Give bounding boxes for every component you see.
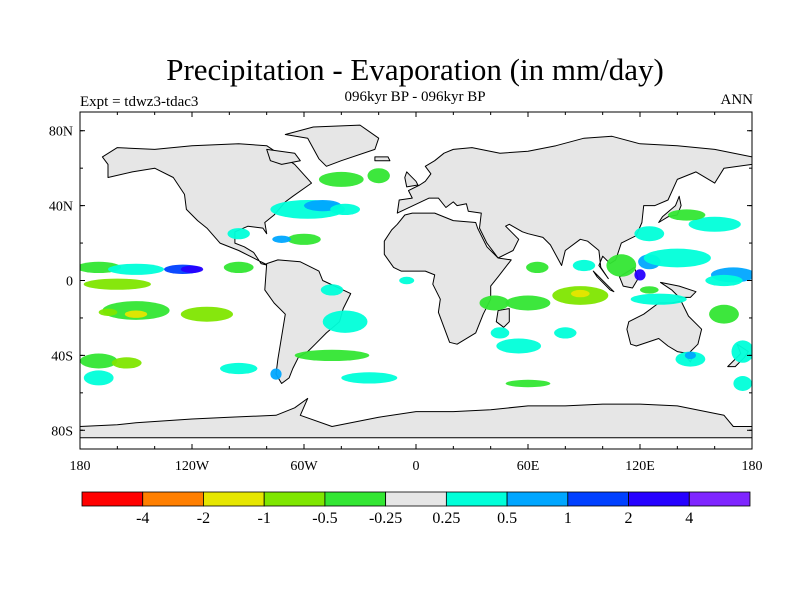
anomaly-region — [272, 235, 291, 243]
anomaly-region — [80, 353, 118, 369]
land-layer — [80, 124, 752, 439]
anomaly-region — [320, 284, 344, 296]
colorbar-label: -4 — [136, 510, 149, 527]
colorbar-label: -2 — [197, 510, 210, 527]
anomaly-region — [490, 327, 510, 339]
colorbar-swatch — [628, 491, 690, 507]
anomaly-region — [643, 248, 711, 268]
map-title: Precipitation - Evaporation (in mm/day) — [166, 52, 664, 87]
anomaly-region — [223, 261, 254, 273]
africa-landmass — [383, 212, 512, 345]
anomaly-region — [688, 216, 741, 232]
colorbar-label: -0.25 — [369, 510, 402, 527]
anomaly-region — [496, 338, 542, 354]
colorbar-swatch — [81, 491, 144, 507]
anomaly-region — [640, 286, 659, 294]
anomaly-region — [83, 278, 151, 290]
anomaly-region — [227, 228, 250, 240]
anomaly-region — [108, 263, 164, 275]
colorbar-swatch — [445, 491, 508, 507]
anomaly-region — [634, 269, 646, 281]
colorbar: -4 -2 -1 -0.5 -0.25 0.25 0.5 1 2 4 — [81, 491, 751, 527]
colorbar-label: 2 — [625, 510, 633, 527]
anomaly-region — [630, 293, 687, 305]
colorbar-swatch — [324, 491, 387, 507]
colorbar-swatch — [203, 491, 265, 507]
anomaly-region — [180, 306, 233, 322]
anomaly-region — [705, 274, 743, 287]
x-tick-label: 120W — [175, 459, 210, 474]
map-subtitle: 096kyr BP - 096kyr BP — [344, 89, 486, 105]
anomaly-region — [270, 368, 282, 380]
colorbar-label: -1 — [258, 510, 271, 527]
season-label: ANN — [720, 92, 754, 108]
baffin-landmass — [266, 148, 301, 165]
anomaly-region — [505, 379, 551, 388]
colorbar-swatch — [688, 491, 751, 507]
anomaly-region — [322, 310, 368, 333]
x-tick-label: 60W — [290, 459, 318, 474]
anomaly-region — [668, 209, 706, 221]
y-tick-label: 80N — [49, 125, 73, 140]
anomaly-region — [526, 261, 549, 273]
anomaly-region — [731, 340, 752, 363]
anomaly-region — [709, 304, 739, 324]
colorbar-swatch — [263, 491, 326, 507]
anomaly-region — [111, 357, 142, 369]
uk-landmass — [404, 171, 419, 188]
new-guinea-landmass — [660, 281, 697, 298]
anomaly-region — [572, 259, 596, 272]
anomaly-region — [102, 301, 170, 320]
y-tick-label: 40N — [49, 200, 73, 215]
anomaly-region — [341, 372, 398, 384]
anomaly-region — [318, 171, 364, 187]
colorbar-label: 0.25 — [432, 510, 460, 527]
colorbar-label: 1 — [564, 510, 572, 527]
anomaly-region — [220, 362, 258, 375]
colorbar-swatch — [385, 491, 447, 507]
anomaly-region — [294, 349, 370, 361]
iceland-landmass — [374, 156, 391, 162]
axis-ticks: 180 120W 60W 0 60E 120E 180 80N 40N 0 40S 80S — [49, 112, 763, 474]
anomaly-region — [505, 295, 551, 311]
x-tick-label: 0 — [413, 459, 420, 474]
x-tick-label: 180 — [70, 459, 91, 474]
anomaly-region — [124, 310, 148, 318]
anomaly-region — [606, 254, 637, 277]
anomaly-region — [675, 351, 706, 367]
anomaly-layer — [80, 168, 752, 391]
y-tick-label: 40S — [51, 349, 73, 364]
experiment-label: Expt = tdwz3-tdac3 — [80, 94, 199, 110]
anomaly-region — [684, 351, 697, 360]
y-tick-label: 0 — [66, 275, 73, 290]
anomaly-region — [330, 203, 360, 215]
x-tick-label: 180 — [742, 459, 763, 474]
colorbar-swatch — [506, 491, 569, 507]
anomaly-region — [479, 295, 510, 311]
anomaly-region — [98, 308, 118, 316]
x-tick-label: 60E — [517, 459, 540, 474]
greenland-landmass — [284, 124, 380, 167]
madagascar-landmass — [495, 308, 510, 328]
anomaly-region — [571, 289, 590, 298]
sumatra-landmass — [592, 270, 615, 293]
anomaly-region — [399, 276, 415, 285]
anomaly-region — [287, 233, 321, 245]
colorbar-label: -0.5 — [312, 510, 337, 527]
colorbar-swatch — [142, 491, 204, 507]
colorbar-label: 0.5 — [497, 510, 517, 527]
x-tick-label: 120E — [625, 459, 655, 474]
anomaly-region — [367, 168, 390, 184]
eurasia-landmass — [396, 135, 752, 280]
anomaly-region — [83, 370, 114, 386]
colorbar-label: 4 — [685, 510, 693, 527]
antarctica-landmass — [80, 397, 752, 439]
colorbar-swatch — [567, 491, 629, 507]
anomaly-region — [180, 265, 204, 273]
anomaly-region — [634, 226, 665, 242]
anomaly-region — [554, 327, 577, 339]
y-tick-label: 80S — [51, 424, 73, 439]
anomaly-region — [733, 376, 752, 391]
